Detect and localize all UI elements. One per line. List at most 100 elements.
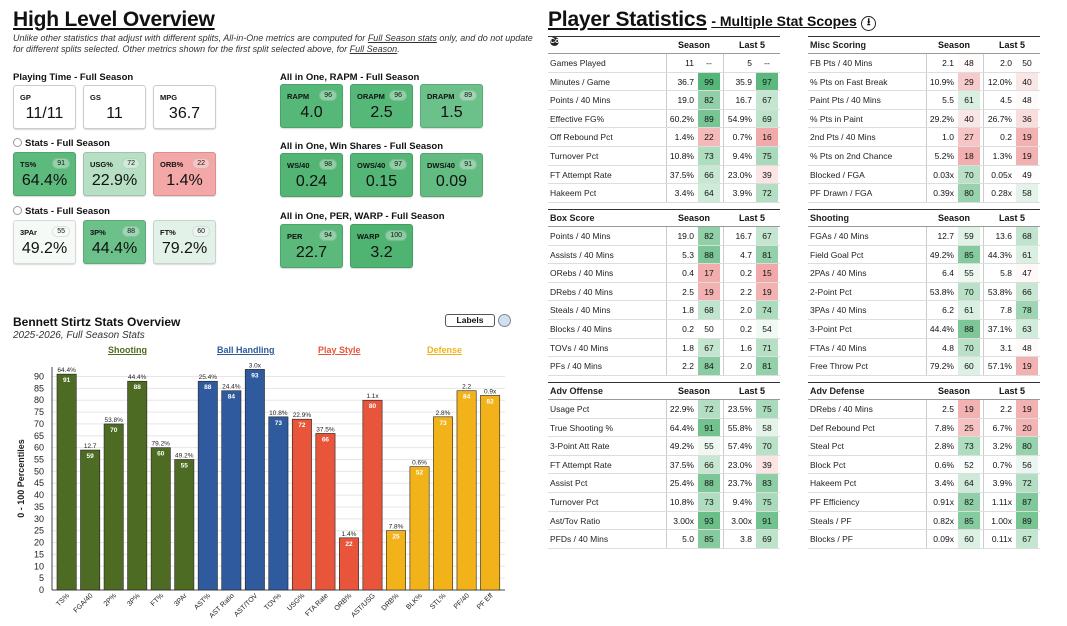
bar-value-label: 53.8% [104,417,123,424]
stat-table-title: Misc Scoring [810,40,867,50]
x-tick-label: AST/USG [350,592,377,619]
season-percentile: 88 [698,245,720,264]
stat-card-value: 22.7 [295,244,328,261]
stat-table: Shooting Season Last 5 FGAs / 40 Mins 12… [808,209,1040,376]
info-icon[interactable]: Core Stats [550,37,568,54]
last5-value: 23.7% [727,478,752,489]
bar-percentile-label: 59 [87,453,95,460]
radio-icon[interactable] [13,206,22,215]
bar [56,373,77,591]
last5-value: 0.11x [991,534,1012,545]
labels-toggle[interactable] [498,314,511,327]
stat-card: 3PAr 55 49.2% [13,220,76,264]
season-column-header[interactable]: Season [677,386,710,396]
y-tick-label: 45 [34,478,44,488]
bar-value-label: 22.9% [293,412,312,419]
stat-table-row: TOVs / 40 Mins 1.8 67 1.6 71 [548,338,780,358]
last5-value: 3.8 [740,534,752,545]
stat-name: Minutes / Game [550,76,610,87]
season-percentile: 89 [698,109,720,128]
overview-title: High Level Overview [13,8,215,31]
stat-table-row: Free Throw Pct 79.2% 60 57.1% 19 [808,357,1040,376]
last5-percentile: 36 [1016,109,1038,128]
last5-percentile: 20 [1016,418,1038,437]
stat-table-row: Field Goal Pct 49.2% 85 44.3% 61 [808,245,1040,265]
stat-table: Adv Defense Season Last 5 DRebs / 40 Min… [808,382,1040,549]
last5-value: 5.8 [1000,268,1012,279]
last5-column-header[interactable]: Last 5 [998,40,1025,50]
last5-column-header[interactable]: Last 5 [998,213,1025,223]
season-column-header[interactable]: Season [677,213,710,223]
last5-value: 35.9 [735,76,752,87]
last5-value: 0.05x [991,169,1012,180]
season-value: 60.2% [669,113,694,124]
season-column-header[interactable]: Season [937,40,970,50]
last5-column-header[interactable]: Last 5 [998,386,1025,396]
stats-b-title[interactable]: Stats - Full Season [13,206,110,217]
full-season-link[interactable]: Full Season [349,44,398,54]
last5-value: 13.6 [995,231,1012,241]
y-tick-label: 90 [34,371,44,381]
last5-column-header[interactable]: Last 5 [738,386,765,396]
stat-card: 3P% 88 44.4% [83,220,146,264]
stat-table: Adv Offense Season Last 5 Usage Pct 22.9… [548,382,780,549]
stat-card-percentile: 98 [319,159,337,170]
stat-card-percentile: 91 [459,159,477,170]
stat-card-percentile: 97 [389,159,407,170]
season-percentile: 55 [958,264,980,282]
download-icon[interactable]: ⭳ [861,16,877,31]
season-value: 5.3 [682,249,694,260]
stat-name: Points / 40 Mins [550,95,611,106]
y-tick-label: 15 [34,549,44,559]
season-percentile: 64 [698,184,720,202]
bar [221,390,242,591]
x-tick-label: AST% [193,592,212,611]
full-season-stats-link[interactable]: Full Season stats [367,33,437,43]
season-value: 5.5 [942,95,954,106]
stat-card-value: 64.4% [21,172,68,189]
y-tick-label: 40 [34,490,44,500]
last5-column-header[interactable]: Last 5 [738,40,765,50]
season-value: 0.82x [933,515,954,526]
last5-percentile: 72 [756,184,778,202]
labels-button[interactable]: Labels [445,314,495,327]
stat-card-label: WARP [357,232,380,241]
legend-play-style[interactable]: Play Style [318,345,361,355]
stat-table-title: Shooting [810,213,849,223]
stat-table-header: Adv Defense Season Last 5 [808,382,1040,400]
last5-value: 23.0% [727,459,752,470]
last5-value: 57.1% [987,361,1012,372]
season-column-header[interactable]: Season [937,213,970,223]
stat-table-row: 3-Point Att Rate 49.2% 55 57.4% 70 [548,437,780,456]
stat-card-percentile: 60 [192,226,210,237]
season-column-header[interactable]: Season [677,40,710,50]
season-percentile: 55 [698,437,720,455]
legend-shooting[interactable]: Shooting [108,345,147,355]
season-percentile: 60 [958,357,980,375]
x-tick-label: 2P% [103,592,118,607]
bar [244,369,265,591]
bar-percentile-label: 70 [110,427,118,434]
stats-a-title[interactable]: Stats - Full Season [13,138,110,149]
stat-name: DRebs / 40 Mins [550,286,613,297]
last5-column-header[interactable]: Last 5 [738,213,765,223]
stat-card: ORB% 22 1.4% [153,152,216,196]
season-percentile: 18 [958,146,980,165]
last5-percentile: 89 [1016,511,1038,530]
y-tick-label: 80 [34,395,44,405]
season-percentile: 60 [958,530,980,548]
stat-card-label: ORAPM [357,92,385,101]
season-percentile: 66 [698,455,720,474]
stat-card-value: 1.5 [440,104,463,121]
x-tick-label: USG% [286,592,306,612]
radio-icon[interactable] [13,138,22,147]
last5-percentile: -- [764,58,770,68]
legend-defense[interactable]: Defense [427,345,463,355]
stat-name: Off Rebound Pct [550,132,613,143]
season-value: 0.4 [682,268,694,279]
stat-card-percentile: 96 [319,90,337,101]
legend-ball-handling[interactable]: Ball Handling [217,345,275,355]
season-column-header[interactable]: Season [937,386,970,396]
stat-table-row: True Shooting % 64.4% 91 55.8% 58 [548,418,780,438]
season-value: 53.8% [929,286,954,297]
